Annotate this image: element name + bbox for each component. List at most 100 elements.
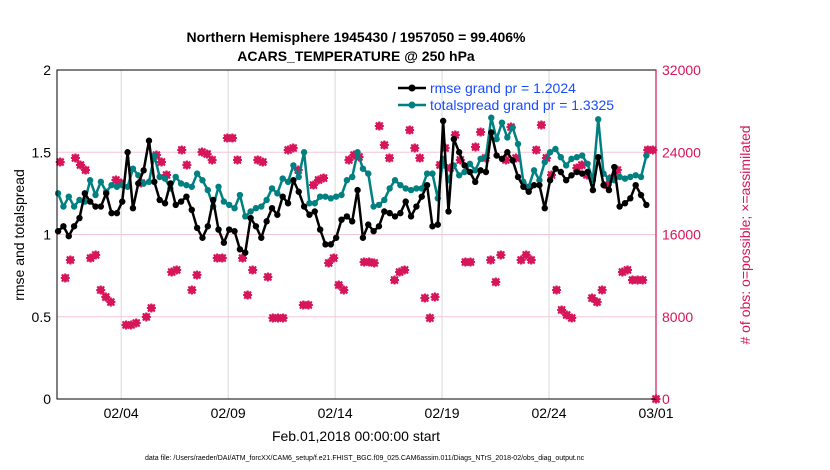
legend-totalspread-marker	[408, 101, 416, 109]
obs-marker-assimilated	[339, 285, 349, 295]
obs-marker-assimilated	[283, 145, 293, 155]
rmse-point	[97, 203, 105, 210]
totalspread-point	[151, 152, 158, 159]
rmse-point	[455, 149, 463, 156]
totalspread-point	[621, 175, 629, 182]
obs-marker-assimilated	[248, 265, 258, 275]
rmse-point	[226, 226, 233, 233]
obs-marker-assimilated	[405, 125, 415, 135]
obs-marker-assimilated	[303, 300, 313, 310]
totalspread-point	[370, 203, 377, 210]
totalspread-point	[509, 124, 516, 131]
totalspread-point	[354, 149, 361, 156]
y-tick-label: 1	[43, 227, 51, 243]
rmse-point	[209, 196, 217, 204]
rmse-point	[188, 206, 195, 214]
totalspread-point	[407, 186, 415, 194]
rmse-point	[322, 241, 329, 248]
rmse-point	[252, 223, 260, 230]
rmse-point	[199, 234, 206, 241]
obs-marker-assimilated	[567, 313, 577, 323]
rmse-point	[536, 181, 543, 189]
totalspread-point	[311, 200, 318, 207]
totalspread-point	[402, 185, 409, 192]
totalspread-point	[279, 175, 286, 182]
obs-marker-assimilated	[633, 275, 643, 285]
totalspread-point	[274, 190, 281, 197]
rmse-point	[488, 129, 495, 136]
rmse-point	[418, 193, 425, 200]
rmse-point	[76, 214, 83, 222]
rmse-point	[124, 149, 131, 156]
totalspread-point	[76, 196, 83, 204]
y-axis-label: rmse and totalspread	[11, 169, 27, 301]
obs-marker-assimilated	[207, 155, 217, 165]
obs-marker-assimilated	[293, 165, 303, 175]
obs-marker-assimilated	[177, 145, 187, 155]
obs-marker-assimilated	[476, 127, 486, 137]
totalspread-point	[573, 153, 581, 161]
obs-marker-assimilated	[308, 180, 318, 190]
rmse-point	[156, 196, 163, 204]
obs-marker-assimilated	[491, 277, 501, 287]
totalspread-point	[477, 155, 484, 163]
obs-marker-assimilated	[460, 257, 470, 267]
totalspread-point	[108, 181, 115, 189]
rmse-point	[584, 168, 591, 176]
y-axis-right-label: # of obs: o=possible; ×=assimilated	[737, 125, 753, 344]
rmse-point	[605, 186, 613, 194]
obs-marker-assimilated	[349, 150, 359, 160]
obs-marker-assimilated	[536, 120, 546, 130]
rmse-point	[504, 149, 511, 156]
totalspread-point	[242, 213, 249, 220]
obs-marker-assimilated	[172, 265, 182, 275]
y-right-tick-label: 24000	[662, 144, 701, 160]
totalspread-point	[199, 177, 206, 184]
obs-marker-assimilated	[359, 257, 369, 267]
y-right-tick-label: 0	[662, 391, 670, 407]
rmse-point	[70, 223, 78, 230]
obs-marker-assimilated	[197, 147, 207, 157]
obs-marker-assimilated	[516, 255, 526, 265]
rmse-point	[300, 203, 308, 210]
legend: rmse grand pr = 1.2024 totalspread grand…	[398, 80, 614, 113]
totalspread-point	[54, 190, 62, 197]
grid	[57, 70, 657, 399]
rmse-point	[397, 209, 404, 217]
obs-marker-assimilated	[425, 313, 435, 323]
rmse-point	[258, 234, 265, 241]
rmse-point	[295, 188, 302, 195]
obs-marker-assimilated	[577, 160, 587, 170]
obs-marker-assimilated	[602, 180, 612, 190]
rmse-point	[215, 226, 222, 233]
totalspread-point	[129, 165, 137, 172]
rmse-point	[279, 193, 286, 200]
rmse-point	[461, 162, 468, 169]
rmse-point	[167, 180, 174, 187]
rmse-point	[103, 190, 110, 197]
totalspread-point	[231, 204, 238, 212]
rmse-point	[498, 155, 506, 163]
obs-marker-assimilated	[319, 173, 329, 183]
rmse-point	[311, 208, 318, 215]
obs-marker-assimilated	[557, 305, 567, 315]
rmse-point	[402, 198, 409, 205]
rmse-point	[145, 137, 153, 144]
totalspread-point	[113, 183, 121, 190]
totalspread-point	[498, 119, 506, 126]
rmse-point	[450, 135, 458, 143]
totalspread-point	[258, 203, 265, 210]
rmse-point	[568, 172, 575, 179]
rmse-point	[514, 173, 522, 181]
rmse-point	[332, 234, 340, 241]
rmse-point	[365, 221, 372, 228]
rmse-point	[530, 181, 538, 189]
totalspread-point	[183, 181, 190, 189]
rmse-point	[284, 200, 292, 207]
rmse-point	[375, 223, 383, 230]
rmse-point	[135, 180, 142, 187]
rmse-point	[525, 188, 532, 195]
rmse-point	[407, 213, 415, 220]
rmse-point	[316, 226, 324, 233]
x-tick-label: 02/19	[425, 405, 460, 421]
